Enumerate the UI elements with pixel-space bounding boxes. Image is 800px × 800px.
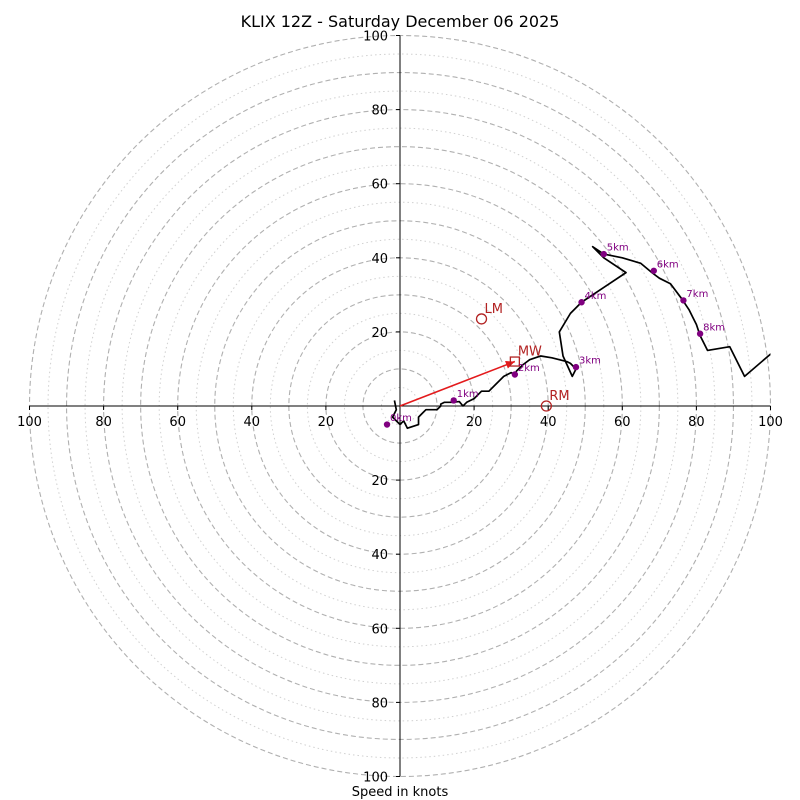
height-label-1km: 1km	[457, 389, 479, 400]
height-marker-8km	[696, 330, 704, 337]
x-tick-label: 20	[318, 415, 335, 430]
wind-trace	[391, 245, 771, 430]
x-tick-label: 60	[169, 415, 186, 430]
y-tick-label: 80	[371, 696, 388, 711]
y-tick-label: 60	[371, 622, 388, 637]
y-tick-label: 100	[363, 30, 388, 45]
y-tick-label: 40	[371, 252, 388, 267]
storm-motion-rm-marker	[540, 400, 552, 412]
height-label-3km: 3km	[579, 356, 601, 367]
y-tick-label: 80	[371, 104, 388, 119]
height-label-8km: 8km	[703, 322, 725, 333]
x-tick-label: 40	[244, 415, 261, 430]
y-tick-label: 40	[371, 548, 388, 563]
height-marker-4km	[578, 299, 585, 306]
y-tick-label: 20	[371, 326, 388, 341]
x-tick-label: 20	[466, 415, 483, 430]
storm-motion-mw-marker	[509, 356, 521, 367]
x-tick-label: 80	[688, 415, 705, 430]
height-marker-5km	[600, 250, 607, 258]
height-marker-7km	[680, 297, 687, 304]
height-label-2km: 2km	[518, 363, 540, 374]
height-marker-3km	[572, 363, 580, 371]
x-tick-label: 100	[17, 415, 42, 430]
height-marker-0km	[383, 421, 391, 428]
height-marker-6km	[650, 267, 657, 274]
height-marker-2km	[511, 371, 519, 378]
height-label-6km: 6km	[657, 259, 679, 270]
storm-motion-lm-label: LM	[485, 302, 503, 317]
height-label-5km: 5km	[607, 243, 629, 254]
y-tick-label: 20	[371, 474, 388, 489]
x-tick-label: 80	[95, 415, 112, 430]
chart-title: KLIX 12Z - Saturday December 06 2025	[241, 12, 560, 31]
x-tick-label: 100	[758, 415, 783, 430]
x-tick-label: 60	[614, 415, 631, 430]
x-axis-label: Speed in knots	[352, 785, 449, 800]
height-marker-1km	[450, 397, 457, 404]
height-label-4km: 4km	[585, 291, 607, 302]
x-tick-label: 40	[540, 415, 557, 430]
height-label-7km: 7km	[686, 289, 708, 300]
y-tick-label: 60	[371, 178, 388, 193]
storm-motion-mw-label: MW	[518, 345, 542, 360]
storm-motion-rm-label: RM	[549, 389, 569, 404]
hodograph-trace	[391, 245, 771, 430]
y-tick-label: 100	[363, 771, 388, 786]
storm-motions: LM MW RM	[399, 302, 570, 412]
height-label-0km: 0km	[390, 413, 412, 424]
height-markers: 0km 1km 2km 3km 4km 5km 6km 7km 8km	[383, 243, 725, 428]
mean-wind-arrow	[399, 360, 516, 407]
tick-labels: 100 80 60 40 20 20 40 60 80 100 100 80 60 40 20 20 40 60 8…	[17, 30, 783, 786]
storm-motion-lm-marker	[475, 313, 488, 325]
